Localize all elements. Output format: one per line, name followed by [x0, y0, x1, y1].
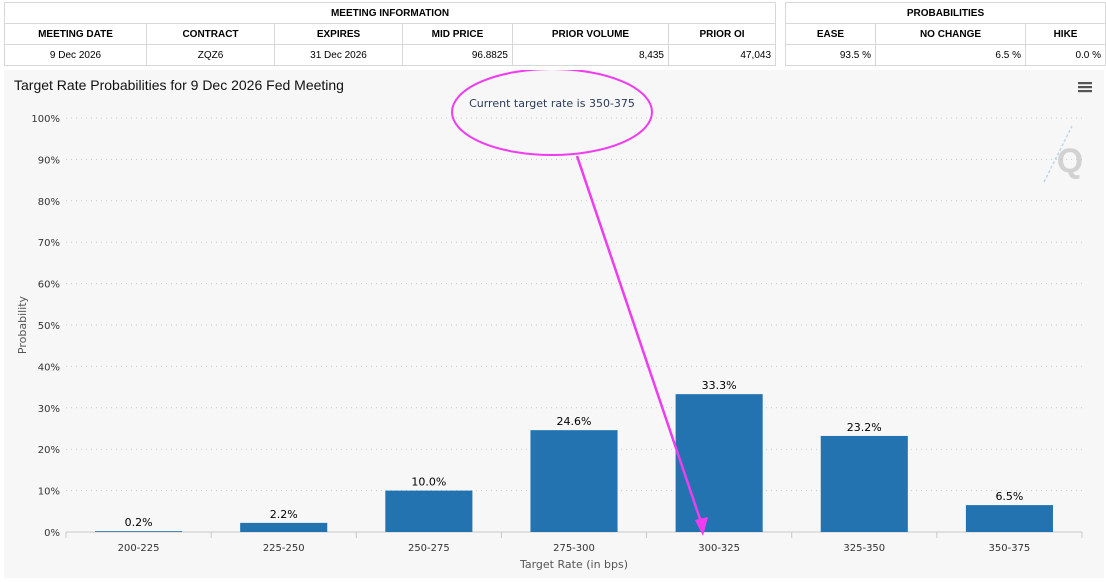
- x-axis-ticks: 200-225 225-250 250-275 275-300 300-325 325-3…: [65, 532, 1083, 554]
- y-tick-label: 90%: [38, 155, 60, 166]
- col-prior-volume: PRIOR VOLUME: [512, 23, 669, 45]
- ease-value: 93.5 %: [785, 44, 876, 66]
- x-axis-label: Target Rate (in bps): [519, 558, 628, 571]
- col-no-change: NO CHANGE: [875, 23, 1026, 45]
- y-tick-label: 80%: [38, 197, 60, 208]
- annotation-arrow-line: [575, 155, 703, 523]
- current-rate-annotation: Current target rate is 350-375: [451, 70, 708, 536]
- watermark-letter: Q: [1057, 142, 1083, 180]
- col-ease: EASE: [785, 23, 876, 45]
- x-tick-label: 225-250: [263, 543, 305, 554]
- hamburger-menu-icon[interactable]: [1076, 78, 1096, 96]
- y-tick-label: 60%: [38, 280, 60, 291]
- y-tick-label: 10%: [38, 487, 60, 498]
- contract-value: ZQZ6: [146, 44, 275, 66]
- col-contract: CONTRACT: [146, 23, 275, 45]
- x-tick-label: 300-325: [698, 543, 740, 554]
- table-row: 9 Dec 2026 ZQZ6 31 Dec 2026 96.8825 8,43…: [4, 44, 777, 66]
- x-tick-label: 325-350: [843, 543, 885, 554]
- prior-volume-value: 8,435: [512, 44, 669, 66]
- annotation-ellipse: [451, 70, 653, 156]
- data-label: 6.5%: [995, 490, 1023, 503]
- expires-value: 31 Dec 2026: [274, 44, 403, 66]
- y-tick-label: 50%: [38, 321, 60, 332]
- bar: [675, 394, 763, 532]
- data-label: 33.3%: [702, 379, 737, 392]
- annotation-text: Current target rate is 350-375: [469, 97, 635, 110]
- chart-title: Target Rate Probabilities for 9 Dec 2026…: [14, 77, 344, 93]
- bars: [95, 394, 1053, 532]
- bar: [240, 522, 328, 532]
- bar: [530, 430, 618, 532]
- col-mid-price: MID PRICE: [402, 23, 513, 45]
- probabilities-header: PROBABILITIES: [784, 2, 1106, 24]
- y-tick-label: 40%: [38, 362, 60, 373]
- watermark-logo: Q: [1043, 125, 1083, 183]
- y-tick-label: 100%: [31, 114, 60, 125]
- data-label: 10.0%: [411, 476, 446, 489]
- bar: [95, 531, 183, 532]
- data-label: 0.2%: [125, 516, 153, 529]
- col-prior-oi: PRIOR OI: [667, 23, 777, 45]
- x-tick-label: 200-225: [118, 543, 160, 554]
- meeting-information-header: MEETING INFORMATION: [3, 2, 777, 24]
- x-tick-label: 250-275: [408, 543, 450, 554]
- y-tick-label: 70%: [38, 238, 60, 249]
- prior-oi-value: 47,043: [667, 44, 777, 66]
- hike-value: 0.0 %: [1024, 44, 1106, 66]
- y-tick-label: 0%: [44, 528, 60, 539]
- data-label: 23.2%: [847, 421, 882, 434]
- meeting-information-table: MEETING INFORMATION MEETING DATE CONTRAC…: [3, 2, 777, 66]
- data-label: 24.6%: [557, 415, 592, 428]
- y-tick-label: 30%: [38, 404, 60, 415]
- col-expires: EXPIRES: [274, 23, 403, 45]
- y-tick-label: 20%: [38, 445, 60, 456]
- x-tick-label: 350-375: [989, 543, 1031, 554]
- y-axis-label: Probability: [16, 295, 29, 354]
- mid-price-value: 96.8825: [402, 44, 513, 66]
- probability-chart: Target Rate Probabilities for 9 Dec 2026…: [14, 70, 1096, 571]
- annotation-arrow-head: [695, 517, 708, 536]
- y-axis-ticks: 0% 10% 20% 30% 40% 50% 60% 70% 80% 90% 100%: [31, 114, 60, 539]
- data-labels: 0.2% 2.2% 10.0% 24.6% 33.3% 23.2% 6.5%: [125, 379, 1024, 529]
- chart-panel: Target Rate Probabilities for 9 Dec 2026…: [4, 70, 1104, 578]
- bar: [965, 505, 1053, 532]
- col-hike: HIKE: [1024, 23, 1106, 45]
- no-change-value: 6.5 %: [875, 44, 1026, 66]
- bar: [820, 435, 908, 532]
- data-label: 2.2%: [270, 508, 298, 521]
- table-row: 93.5 % 6.5 % 0.0 %: [785, 44, 1106, 66]
- col-meeting-date: MEETING DATE: [4, 23, 147, 45]
- bar: [385, 490, 473, 532]
- probabilities-table: PROBABILITIES EASE NO CHANGE HIKE 93.5 %…: [784, 2, 1106, 66]
- x-tick-label: 275-300: [553, 543, 595, 554]
- meeting-date-value: 9 Dec 2026: [4, 44, 147, 66]
